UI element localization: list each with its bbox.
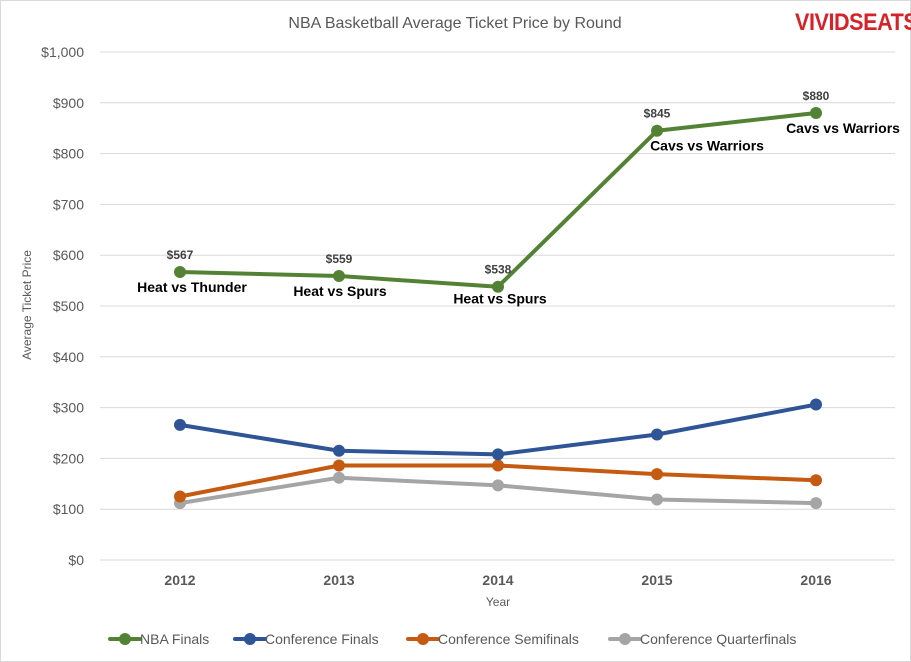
data-label: $538 bbox=[485, 263, 512, 277]
matchup-label: Heat vs Spurs bbox=[293, 283, 387, 299]
data-point bbox=[174, 418, 186, 431]
data-point bbox=[810, 497, 822, 510]
data-label: $559 bbox=[326, 252, 353, 266]
series-group bbox=[174, 106, 822, 510]
legend-item: Conference Quarterfinals bbox=[608, 631, 796, 647]
series-nba-finals bbox=[174, 106, 822, 293]
data-point bbox=[492, 280, 504, 293]
legend-label: Conference Semifinals bbox=[438, 631, 579, 647]
x-tick-labels: 2012 2013 2014 2015 2016 bbox=[164, 572, 831, 588]
legend: NBA Finals Conference Finals Conference Se… bbox=[108, 631, 796, 647]
data-point bbox=[492, 448, 504, 461]
data-point bbox=[810, 106, 822, 119]
y-tick-label: $400 bbox=[53, 349, 84, 365]
data-point bbox=[651, 428, 663, 441]
data-label: $845 bbox=[644, 107, 671, 121]
matchup-label: Cavs vs Warriors bbox=[786, 120, 900, 136]
matchup-label: Heat vs Thunder bbox=[137, 279, 247, 295]
legend-swatch-marker bbox=[619, 633, 631, 645]
matchup-label: Heat vs Spurs bbox=[453, 291, 547, 307]
legend-item: Conference Semifinals bbox=[406, 631, 579, 647]
y-tick-labels: $0 $100 $200 $300 $400 $500 $600 $700 $800 $900 $1… bbox=[41, 44, 84, 568]
legend-item: Conference Finals bbox=[233, 631, 379, 647]
legend-label: NBA Finals bbox=[140, 631, 209, 647]
matchup-label: Cavs vs Warriors bbox=[650, 138, 764, 154]
data-point bbox=[492, 459, 504, 472]
series-line bbox=[178, 402, 818, 457]
y-tick-label: $200 bbox=[53, 450, 84, 466]
legend-swatch-marker bbox=[119, 633, 131, 645]
data-point bbox=[333, 444, 345, 457]
data-labels: $567 Heat vs Thunder $559 Heat vs Spurs $538… bbox=[137, 89, 900, 307]
x-tick-label: 2015 bbox=[641, 572, 672, 588]
data-point bbox=[810, 398, 822, 411]
data-point bbox=[492, 479, 504, 492]
vividseats-logo: VIVIDSEATS. bbox=[795, 9, 911, 36]
data-point bbox=[651, 124, 663, 137]
x-tick-label: 2014 bbox=[482, 572, 513, 588]
data-label: $880 bbox=[803, 89, 830, 103]
y-tick-label: $1,000 bbox=[41, 44, 84, 60]
y-tick-label: $600 bbox=[53, 247, 84, 263]
data-point bbox=[810, 474, 822, 487]
chart-title: NBA Basketball Average Ticket Price by R… bbox=[288, 15, 621, 32]
data-label: $567 bbox=[167, 248, 194, 262]
data-point bbox=[174, 490, 186, 503]
data-point bbox=[333, 471, 345, 484]
y-tick-label: $0 bbox=[68, 552, 84, 568]
legend-item: NBA Finals bbox=[108, 631, 209, 647]
y-tick-label: $800 bbox=[53, 146, 84, 162]
series-conference-semifinals bbox=[174, 459, 822, 503]
data-point bbox=[651, 468, 663, 481]
legend-label: Conference Quarterfinals bbox=[640, 631, 796, 647]
data-point bbox=[651, 493, 663, 506]
y-tick-label: $300 bbox=[53, 400, 84, 416]
legend-swatch-marker bbox=[417, 633, 429, 645]
x-tick-label: 2013 bbox=[323, 572, 354, 588]
data-point bbox=[333, 270, 345, 283]
legend-label: Conference Finals bbox=[265, 631, 379, 647]
data-point bbox=[333, 459, 345, 472]
y-tick-label: $900 bbox=[53, 95, 84, 111]
x-axis-label: Year bbox=[486, 595, 510, 609]
legend-swatch-marker bbox=[244, 633, 256, 645]
y-tick-label: $700 bbox=[53, 196, 84, 212]
x-tick-label: 2012 bbox=[164, 572, 195, 588]
y-tick-label: $100 bbox=[53, 501, 84, 517]
x-tick-label: 2016 bbox=[800, 572, 831, 588]
y-tick-label: $500 bbox=[53, 298, 84, 314]
series-conference-finals bbox=[174, 398, 822, 461]
data-point bbox=[174, 265, 186, 278]
y-axis-label: Average Ticket Price bbox=[20, 250, 34, 360]
